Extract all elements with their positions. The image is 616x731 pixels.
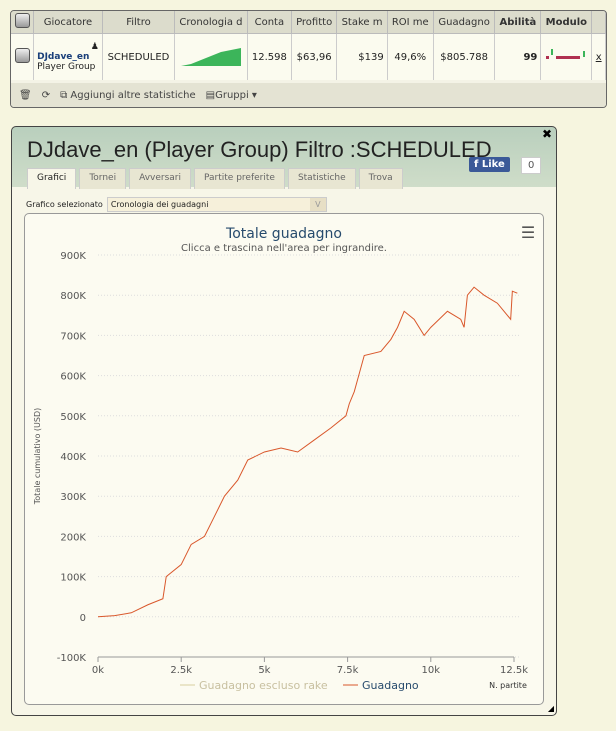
header-earnings[interactable]: Guadagno [433, 11, 496, 34]
x-axis-label: N. partite [489, 681, 527, 690]
groups-dropdown[interactable]: ▤Gruppi ▾ [205, 89, 257, 101]
chart-select-value: Cronologia dei guadagni [110, 200, 209, 209]
tab-grafici[interactable]: Grafici [27, 168, 77, 189]
y-tick-label: 600K [60, 372, 86, 383]
resize-handle-icon[interactable]: ◢ [547, 704, 554, 713]
player-link[interactable]: DJdave_en [37, 52, 90, 62]
stats-table: Giocatore Filtro Cronologia d Conta Prof… [10, 10, 607, 108]
count-value: 12.598 [247, 33, 292, 80]
header-ability[interactable]: Abilità [494, 11, 542, 34]
chart-title: Totale guadagno [225, 226, 342, 242]
player-window: DJdave_en (Player Group) Filtro :SCHEDUL… [11, 126, 557, 716]
header-player[interactable]: Giocatore [33, 11, 103, 34]
header-history[interactable]: Cronologia d [174, 11, 248, 34]
trash-icon[interactable]: 🗑 [19, 89, 32, 101]
refresh-icon[interactable]: ⟳ [41, 89, 51, 101]
x-tick-label: 7.5k [337, 665, 359, 676]
menu-icon[interactable]: ☰ [521, 223, 535, 242]
y-tick-label: 300K [60, 492, 86, 503]
add-stats-button[interactable]: ⧉ Aggiungi altre statistiche [60, 89, 196, 101]
x-tick-label: 10k [422, 665, 441, 676]
like-count: 0 [521, 157, 542, 174]
tab-tornei[interactable]: Tornei [79, 168, 127, 189]
y-tick-label: 800K [60, 291, 86, 302]
player-avatar-icon: ♟ [90, 42, 99, 52]
y-tick-label: 900K [60, 251, 86, 262]
history-sparkline [174, 33, 248, 80]
y-tick-label: 700K [60, 331, 86, 342]
window-title: DJdave_en (Player Group) Filtro :SCHEDUL… [27, 137, 492, 162]
y-tick-label: -100K [57, 653, 87, 664]
ability-value: 99 [494, 33, 542, 80]
stake-value: $139 [336, 33, 388, 80]
earnings-value: $805.788 [433, 33, 496, 80]
x-tick-label: 0k [92, 665, 104, 676]
chart-subtitle: Clicca e trascina nell'area per ingrandi… [181, 243, 387, 254]
filter-value: SCHEDULED [102, 33, 176, 80]
select-all-checkbox[interactable] [11, 11, 35, 34]
y-tick-label: 200K [60, 532, 86, 543]
form-sparkline [540, 33, 593, 80]
chart-container: Totale guadagno Clicca e trascina nell'ar… [24, 213, 544, 705]
close-icon[interactable]: ✖ [541, 127, 552, 141]
header-form[interactable]: Modulo [540, 11, 593, 34]
series-line-guadagno [97, 286, 518, 618]
legend-item-guadagno: Guadagno [362, 679, 419, 692]
y-axis-label: Totale cumulativo (USD) [33, 408, 42, 505]
roi-value: 49,6% [387, 33, 434, 80]
y-tick-label: 400K [60, 452, 86, 463]
like-label: Like [481, 159, 505, 170]
header-count[interactable]: Conta [247, 11, 292, 34]
legend-item-rake: Guadagno escluso rake [199, 679, 328, 692]
y-tick-label: 500K [60, 412, 86, 423]
facebook-like-button[interactable]: f Like [469, 157, 510, 172]
header-profit[interactable]: Profitto [291, 11, 338, 34]
chevron-down-icon: V [309, 198, 326, 211]
chart-select[interactable]: Cronologia dei guadagni V [106, 197, 327, 212]
header-stake[interactable]: Stake m [336, 11, 388, 34]
tab-trova[interactable]: Trova [358, 168, 403, 189]
groups-label: Gruppi [215, 89, 249, 101]
x-tick-label: 5k [258, 665, 270, 676]
facebook-icon: f [474, 159, 479, 170]
remove-row-link[interactable]: x [591, 33, 606, 80]
tab-statistiche[interactable]: Statistiche [287, 168, 356, 189]
y-tick-label: 0 [80, 613, 86, 624]
tab-partite-preferite[interactable]: Partite preferite [194, 168, 285, 189]
x-tick-label: 12.5k [500, 665, 528, 676]
y-tick-label: 100K [60, 573, 86, 584]
header-roi[interactable]: ROI me [387, 11, 434, 34]
profit-value: $63,96 [291, 33, 338, 80]
x-tick-label: 2.5k [170, 665, 192, 676]
chart-select-label: Grafico selezionato [26, 200, 103, 209]
row-checkbox[interactable] [11, 33, 35, 80]
header-filter[interactable]: Filtro [102, 11, 176, 34]
tab-avversari[interactable]: Avversari [129, 168, 192, 189]
table-row: ♟ DJdave_en Player Group SCHEDULED 12.598 … [11, 33, 606, 80]
player-group: Player Group [37, 62, 96, 72]
add-stats-label: Aggiungi altre statistiche [70, 89, 196, 101]
